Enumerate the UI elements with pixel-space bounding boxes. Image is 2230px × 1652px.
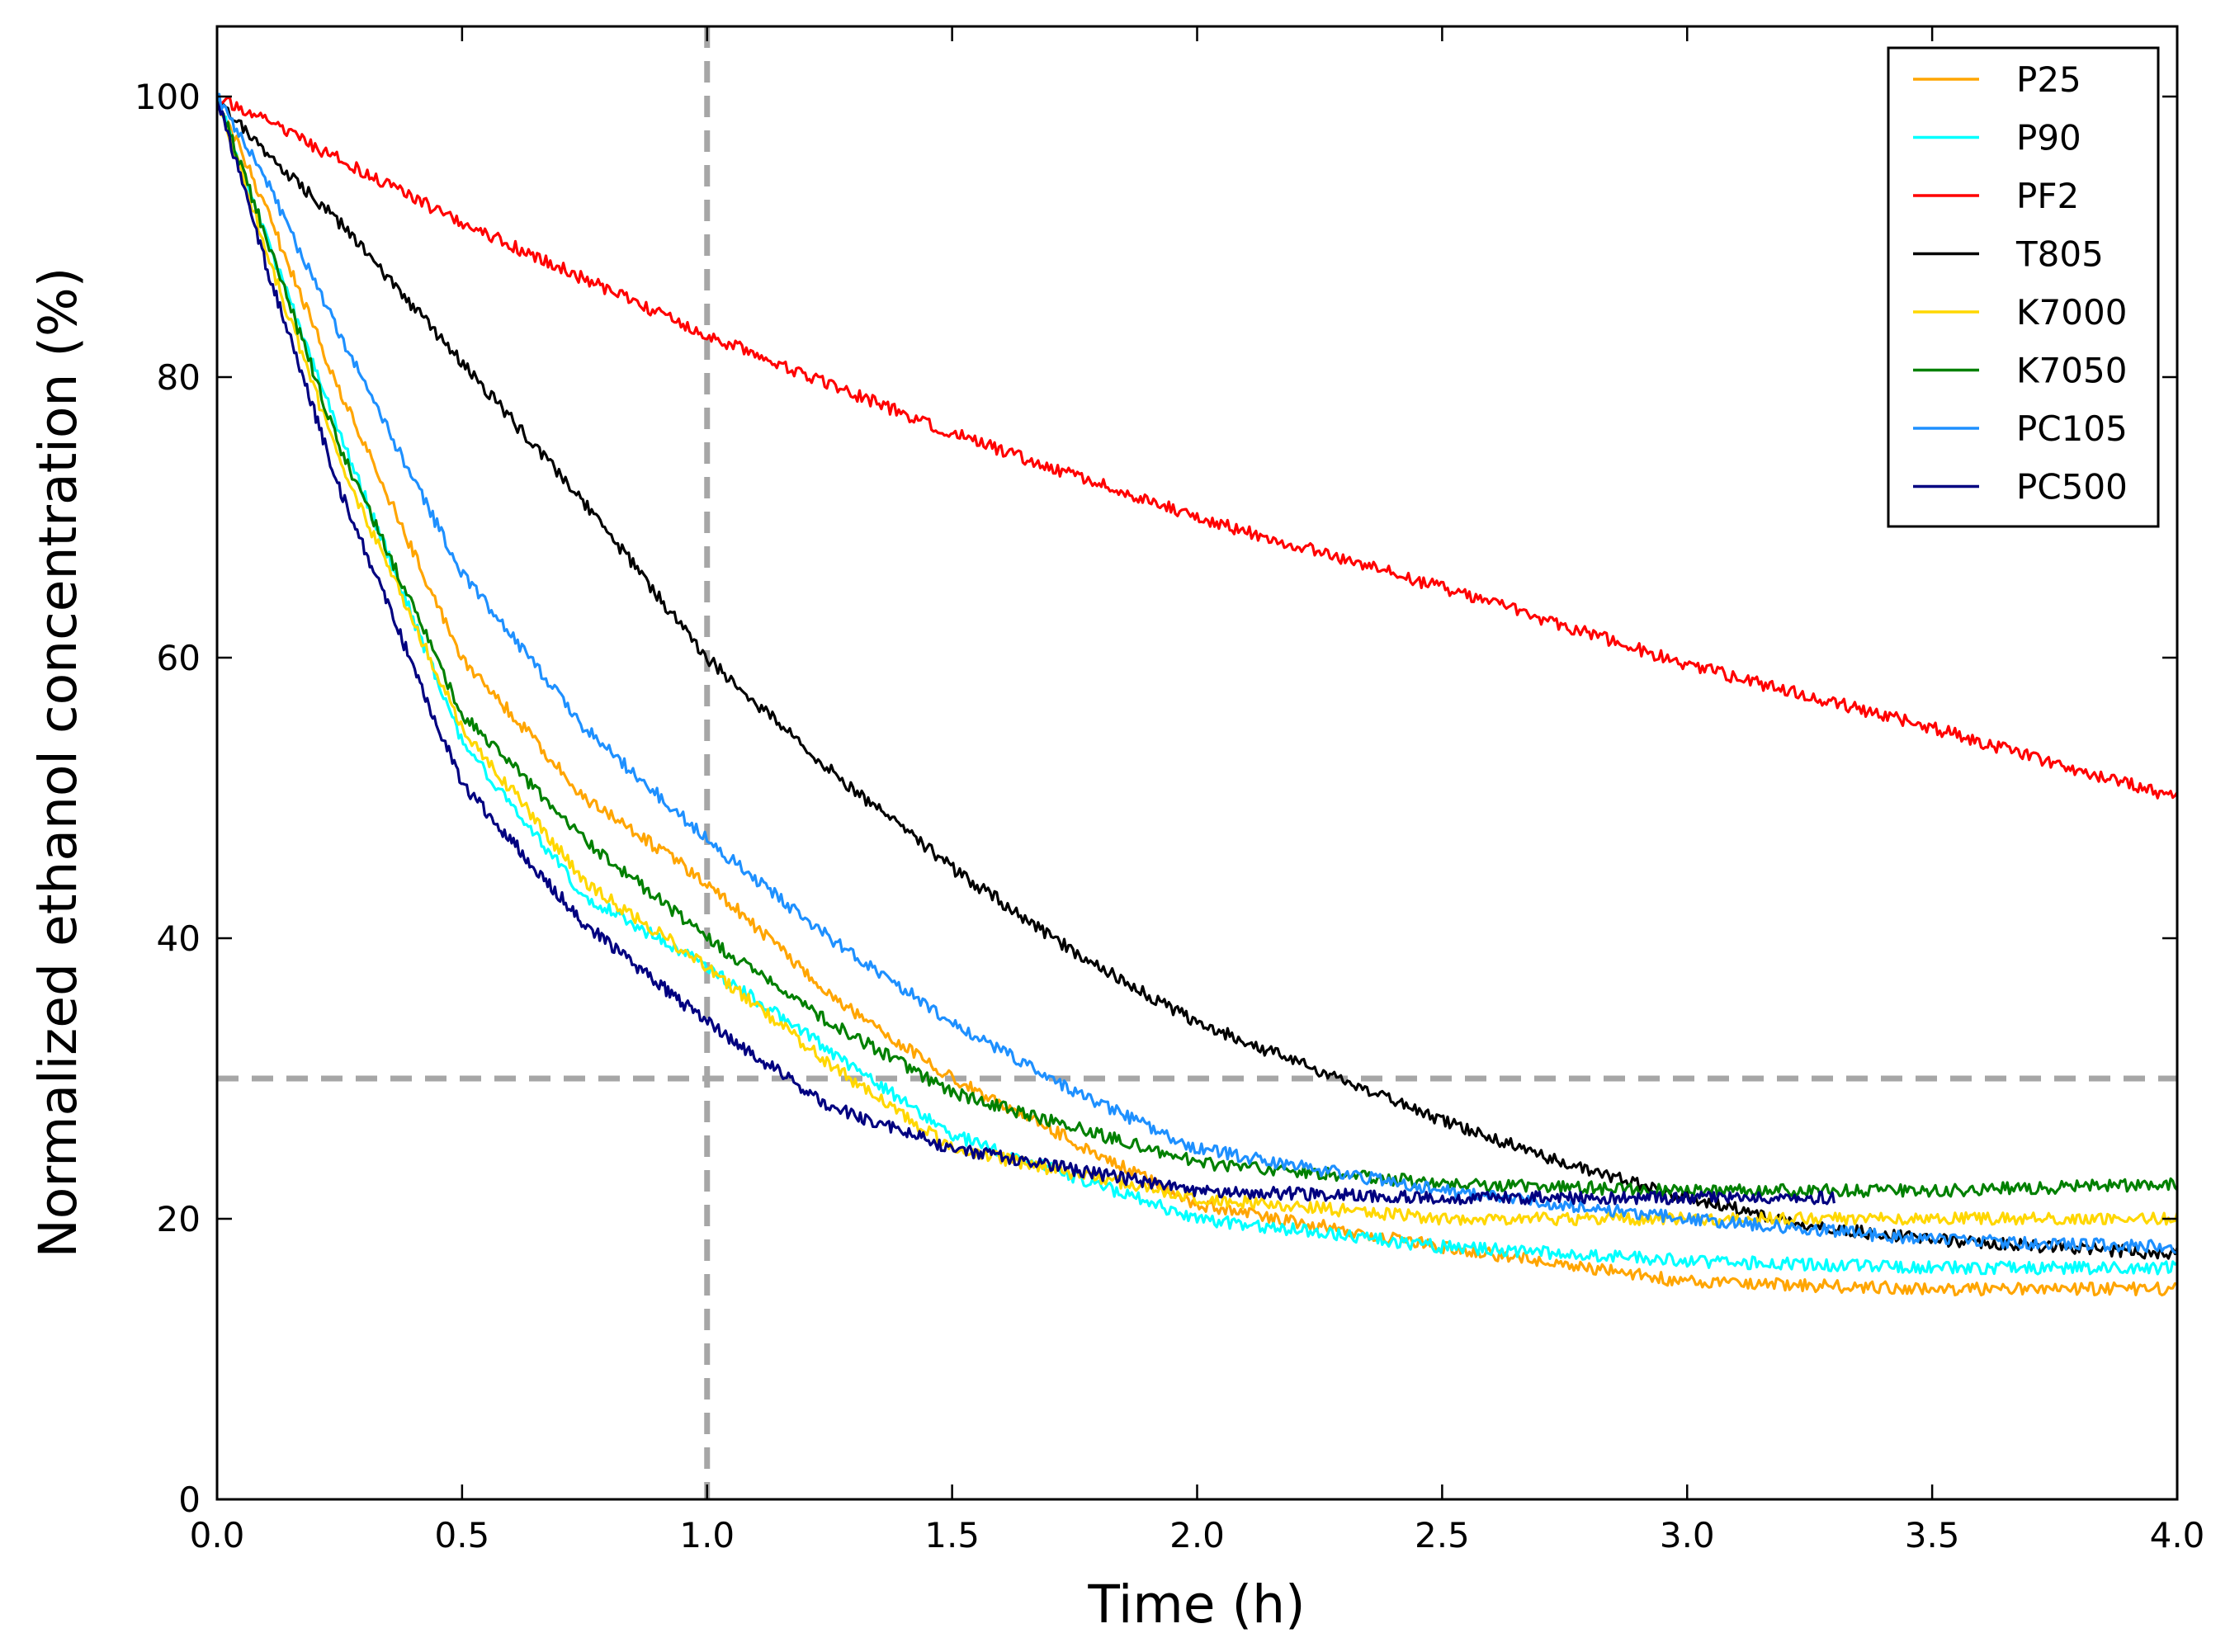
- x-axis: 0.0 0.5 1.0 1.5 2.0 2.5 3.0 3.5 4.0: [190, 26, 2205, 1555]
- y-axis-label: Normalized ethanol concentration (%): [28, 267, 88, 1258]
- x-tick-label: 2.5: [1415, 1515, 1470, 1555]
- x-tick-label: 1.5: [924, 1515, 980, 1555]
- legend-label-k7050: K7050: [2016, 351, 2127, 391]
- legend-label-pc500: PC500: [2016, 467, 2128, 507]
- y-tick-label: 40: [157, 918, 201, 959]
- series-line-k7050: [217, 98, 2177, 1198]
- legend-label-k7000: K7000: [2016, 292, 2127, 333]
- x-tick-label: 1.0: [679, 1515, 735, 1555]
- x-tick-label: 0.5: [434, 1515, 489, 1555]
- series-line-t805: [217, 100, 2177, 1260]
- series-line-k7000: [217, 101, 2177, 1227]
- series-line-pf2: [217, 96, 2177, 800]
- x-tick-label: 2.0: [1169, 1515, 1225, 1555]
- legend-label-p25: P25: [2016, 59, 2081, 100]
- series-layer: [217, 92, 2177, 1297]
- legend-box: [1887, 46, 2160, 528]
- x-tick-label: 3.5: [1905, 1515, 1960, 1555]
- series-line-pc105: [217, 92, 2177, 1254]
- x-tick-label: 0.0: [190, 1515, 245, 1555]
- x-tick-label: 4.0: [2150, 1515, 2205, 1555]
- y-tick-label: 60: [157, 638, 201, 678]
- x-axis-label: Time (h): [1087, 1574, 1305, 1635]
- y-tick-label: 100: [135, 77, 201, 117]
- y-tick-label: 20: [157, 1199, 201, 1239]
- y-axis: 0 20 40 60 80 100: [135, 77, 2177, 1520]
- legend-label-pf2: PF2: [2016, 176, 2079, 216]
- legend-label-t805: T805: [2015, 234, 2104, 275]
- legend-label-p90: P90: [2016, 118, 2081, 158]
- x-tick-label: 3.0: [1660, 1515, 1715, 1555]
- series-line-p90: [217, 97, 2177, 1276]
- legend-label-pc105: PC105: [2016, 408, 2128, 449]
- series-line-pc500: [217, 101, 1835, 1206]
- y-tick-label: 0: [178, 1480, 201, 1520]
- reference-lines: [217, 26, 2177, 1499]
- y-tick-label: 80: [157, 357, 201, 398]
- legend: P25 P90 PF2 T805 K7000 K7050 PC105 PC500: [1887, 46, 2160, 528]
